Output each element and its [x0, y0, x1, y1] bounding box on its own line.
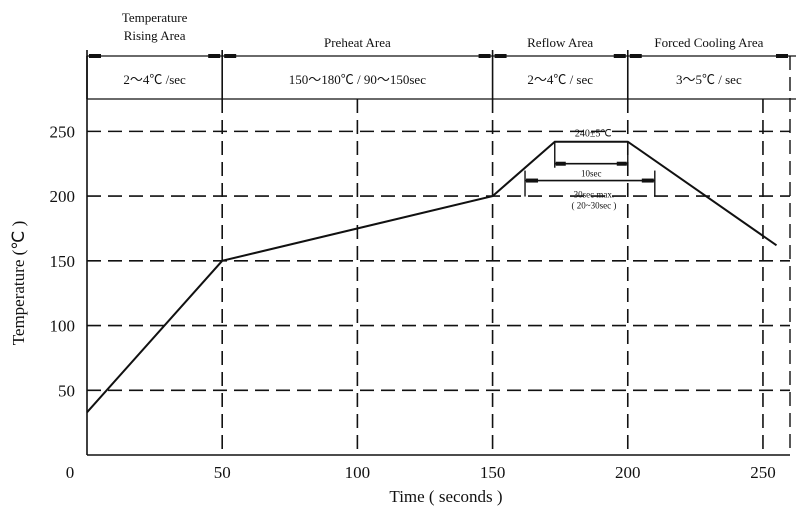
chart-grid	[87, 56, 791, 455]
y-tick-label: 50	[58, 381, 75, 400]
y-tick-label: 250	[50, 122, 76, 141]
zone-rate: 150～180℃ / 90～150sec	[289, 72, 426, 87]
zone-arrowhead	[629, 54, 642, 58]
peak-hold-arrowhead	[616, 161, 627, 166]
zone-arrowhead	[224, 54, 237, 58]
x-tick-label: 150	[480, 463, 506, 482]
reflow-span-arrowhead	[641, 178, 654, 183]
x-tick-label: 100	[345, 463, 371, 482]
peak-hold-label: 10sec	[581, 169, 602, 179]
zone-arrowhead	[478, 54, 491, 58]
zone-name: Temperature	[122, 10, 188, 25]
zone-arrowhead	[494, 54, 507, 58]
zone-rate: 3～5℃ / sec	[676, 72, 742, 87]
peak-annotations: 240±5℃ 10sec 30sec max.( 20~30sec )	[524, 129, 656, 211]
zone-header: Temperature Rising Area 2～4℃ /sec Preheat A…	[86, 10, 796, 100]
x-tick-label: 0	[66, 463, 75, 482]
temperature-profile-line	[86, 140, 778, 413]
zone-name: Reflow Area	[527, 35, 593, 50]
zone-name: Forced Cooling Area	[654, 35, 763, 50]
reflow-time-range-label: ( 20~30sec )	[571, 201, 616, 211]
zone-rate: 2～4℃ / sec	[527, 72, 593, 87]
x-tick-label: 50	[214, 463, 231, 482]
chart-axes: 50 100 150 200 250 0 50 100 150 200 250	[50, 56, 790, 482]
zone-arrowhead	[89, 54, 101, 58]
x-axis-title: Time ( seconds )	[389, 487, 502, 506]
zone-name: Rising Area	[124, 28, 186, 43]
zone-arrowhead	[776, 54, 788, 58]
x-tick-label: 200	[615, 463, 641, 482]
y-axis-title: Temperature (℃ )	[9, 221, 28, 346]
y-tick-label: 150	[50, 252, 76, 271]
temperature-profile	[86, 140, 778, 413]
peak-temperature-label: 240±5℃	[575, 129, 612, 140]
peak-hold-arrowhead	[555, 161, 566, 166]
y-tick-label: 200	[50, 187, 76, 206]
zone-name: Preheat Area	[324, 35, 391, 50]
zone-rate: 2～4℃ /sec	[123, 72, 186, 87]
reflow-time-label: 30sec max.	[574, 190, 615, 200]
x-tick-label: 250	[750, 463, 776, 482]
reflow-span-arrowhead	[526, 178, 539, 183]
zone-arrowhead	[613, 54, 626, 58]
y-tick-label: 100	[50, 317, 76, 336]
zone-arrowhead	[208, 54, 221, 58]
